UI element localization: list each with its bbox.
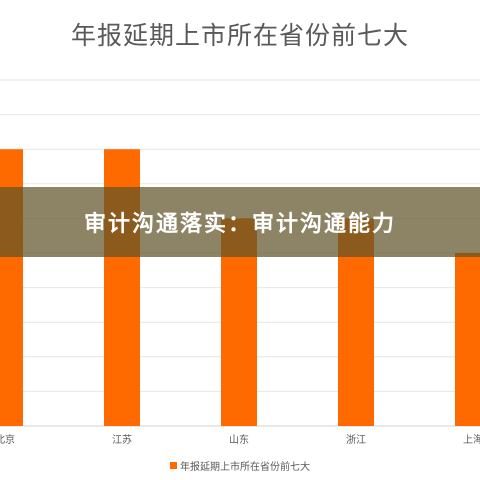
legend-label: 年报延期上市所在省份前七大 bbox=[180, 462, 310, 473]
chart-title: 年报延期上市所在省份前七大 bbox=[70, 21, 409, 50]
x-tick-label: 山东 bbox=[229, 433, 249, 446]
x-tick-label: 上海 bbox=[463, 433, 480, 446]
legend: 年报延期上市所在省份前七大 bbox=[0, 458, 480, 473]
legend-swatch bbox=[170, 462, 177, 469]
x-tick-label: 北京 bbox=[0, 433, 15, 446]
overlay-banner: 审计沟通落实：审计沟通能力 bbox=[0, 187, 480, 257]
banner-text: 审计沟通落实：审计沟通能力 bbox=[83, 212, 396, 237]
bar-上海 bbox=[455, 253, 480, 426]
x-tick-label: 浙江 bbox=[346, 434, 366, 446]
x-axis-ticks: 北京 江苏 山东 浙江 上海 bbox=[0, 433, 480, 446]
x-tick-label: 江苏 bbox=[112, 433, 132, 446]
